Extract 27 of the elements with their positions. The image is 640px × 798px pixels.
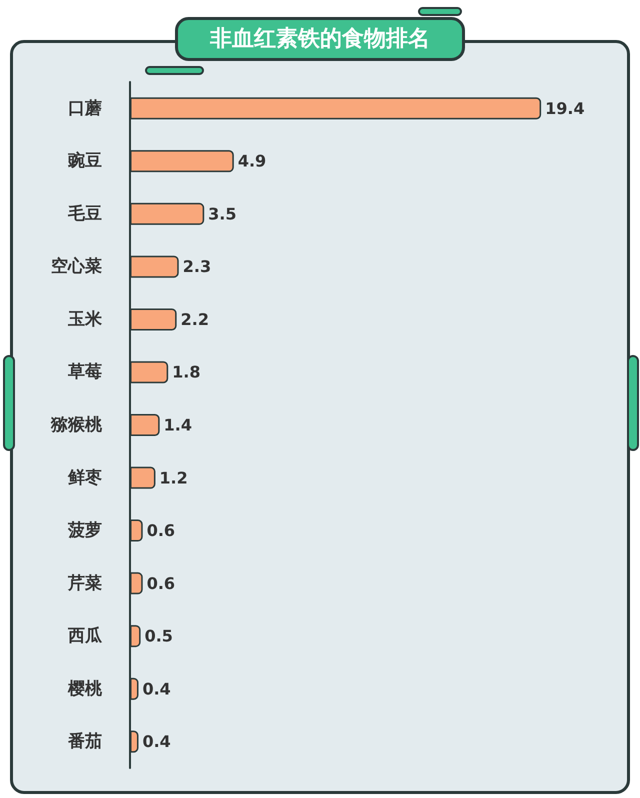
data-label: 3.5 xyxy=(208,204,237,224)
y-tick-label: 猕猴桃 xyxy=(50,415,103,435)
data-label: 4.9 xyxy=(238,152,266,171)
y-tick-label: 菠萝 xyxy=(67,520,102,541)
data-label: 2.2 xyxy=(180,310,209,329)
y-tick-label: 空心菜 xyxy=(51,256,102,277)
y-tick-label: 西瓜 xyxy=(67,626,103,646)
data-label: 19.4 xyxy=(545,98,585,118)
data-label: 1.4 xyxy=(164,416,192,434)
y-tick-label: 鲜枣 xyxy=(67,468,102,488)
y-tick-label: 毛豆 xyxy=(67,204,102,224)
chart-title: 非血红素铁的食物排名 xyxy=(209,26,430,52)
y-tick-label: 豌豆 xyxy=(67,151,102,172)
data-label: 0.4 xyxy=(142,732,171,752)
y-tick-label: 口蘑 xyxy=(68,98,102,118)
data-label: 0.5 xyxy=(144,626,173,646)
y-tick-label: 玉米 xyxy=(67,309,103,330)
data-label: 1.2 xyxy=(159,468,188,488)
y-tick-label: 芹菜 xyxy=(67,573,102,594)
data-label: 0.6 xyxy=(146,521,176,540)
y-tick-label: 草莓 xyxy=(67,362,102,382)
data-label: 2.3 xyxy=(182,257,212,276)
data-label: 0.4 xyxy=(142,679,171,698)
data-label: 0.6 xyxy=(146,574,176,593)
y-tick-label: 番茄 xyxy=(67,732,102,752)
y-tick-label: 樱桃 xyxy=(67,678,103,699)
data-label: 1.8 xyxy=(172,362,200,382)
